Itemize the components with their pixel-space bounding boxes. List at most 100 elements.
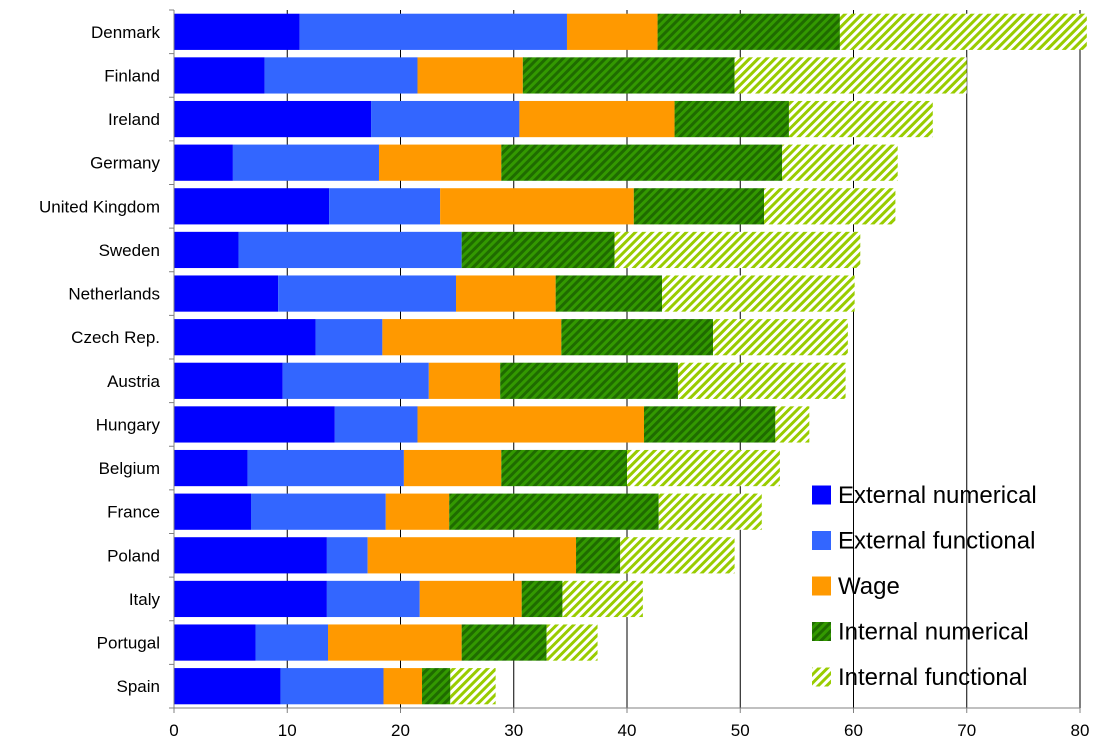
bar-poland-series-4 xyxy=(620,537,735,574)
bar-ireland-series-1 xyxy=(371,100,520,138)
bar-portugal-series-4 xyxy=(546,624,598,661)
bar-netherlands-series-3 xyxy=(555,275,663,312)
bar-hungary-series-2 xyxy=(417,406,644,443)
bar-finland-series-3 xyxy=(522,57,735,94)
bar-netherlands-series-2 xyxy=(455,275,556,312)
bar-sweden-series-4 xyxy=(614,231,861,269)
bar-united-kingdom-series-3 xyxy=(633,188,765,225)
legend-swatch xyxy=(812,576,831,596)
bar-czech-rep--series-0 xyxy=(174,319,316,356)
bar-belgium-series-3 xyxy=(501,449,627,487)
bar-germany-series-1 xyxy=(232,144,379,181)
bar-belgium-series-0 xyxy=(174,449,248,487)
bar-portugal-series-1 xyxy=(255,624,329,661)
y-tick-label: Portugal xyxy=(97,634,160,653)
bar-spain-series-0 xyxy=(174,668,281,705)
y-tick-label: Denmark xyxy=(91,23,160,42)
bar-finland-series-4 xyxy=(734,57,967,94)
bar-denmark-series-4 xyxy=(839,13,1087,50)
bar-hungary-series-4 xyxy=(775,406,810,443)
bar-portugal-series-3 xyxy=(461,624,547,661)
bar-czech-rep--series-4 xyxy=(713,319,848,356)
y-tick-label: Sweden xyxy=(99,241,160,260)
bar-netherlands-series-4 xyxy=(662,275,855,312)
bar-finland-series-1 xyxy=(264,57,418,94)
bar-spain-series-2 xyxy=(383,668,423,705)
bar-hungary-series-1 xyxy=(334,406,418,443)
bar-italy-series-1 xyxy=(326,580,420,618)
bar-ireland-series-3 xyxy=(674,100,789,138)
bar-sweden-series-1 xyxy=(238,231,462,269)
bar-sweden-series-0 xyxy=(174,231,239,269)
legend-label: External numerical xyxy=(838,482,1037,509)
legend-swatch xyxy=(812,622,831,641)
bar-united-kingdom-series-1 xyxy=(329,188,441,225)
x-tick-label: 30 xyxy=(504,721,523,740)
bar-germany-series-3 xyxy=(501,144,783,181)
bar-austria-series-4 xyxy=(677,362,846,399)
bar-poland-series-1 xyxy=(326,537,368,574)
bar-austria-series-3 xyxy=(500,362,678,399)
x-tick-label: 10 xyxy=(278,721,297,740)
legend-label: Wage xyxy=(838,573,900,600)
bar-denmark-series-2 xyxy=(566,13,658,50)
y-tick-label: Austria xyxy=(107,372,160,391)
bar-poland-series-2 xyxy=(367,537,577,574)
bar-hungary-series-3 xyxy=(643,406,776,443)
axes: Denmark Finland Ireland Germany United Kingd… xyxy=(39,9,1090,740)
legend-item: Internal numerical xyxy=(812,619,1029,646)
bar-austria-series-2 xyxy=(428,362,501,399)
x-tick-label: 0 xyxy=(169,721,178,740)
x-tick-label: 80 xyxy=(1071,721,1090,740)
y-tick-label: Netherlands xyxy=(68,285,160,304)
bar-france-series-3 xyxy=(449,493,659,530)
y-tick-label: Czech Rep. xyxy=(71,328,160,347)
bar-denmark-series-0 xyxy=(174,13,300,50)
x-tick-label: 40 xyxy=(618,721,637,740)
bar-denmark-series-1 xyxy=(299,13,567,50)
y-tick-label: United Kingdom xyxy=(39,197,160,216)
bar-germany-series-4 xyxy=(782,144,898,181)
bars xyxy=(174,13,1087,705)
legend: External numerical External functional Wag… xyxy=(812,482,1037,691)
bar-spain-series-4 xyxy=(450,668,496,705)
x-tick-label: 20 xyxy=(391,721,410,740)
legend-item: External functional xyxy=(812,528,1035,555)
bar-france-series-4 xyxy=(658,493,762,530)
bar-france-series-1 xyxy=(251,493,386,530)
bar-france-series-0 xyxy=(174,493,252,530)
bar-hungary-series-0 xyxy=(174,406,335,443)
bar-finland-series-0 xyxy=(174,57,265,94)
legend-swatch xyxy=(812,485,831,505)
x-tick-label: 70 xyxy=(957,721,976,740)
y-tick-label: Italy xyxy=(129,590,161,609)
bar-belgium-series-2 xyxy=(403,449,502,487)
legend-label: External functional xyxy=(838,528,1035,555)
bar-belgium-series-1 xyxy=(247,449,404,487)
bar-spain-series-3 xyxy=(422,668,451,705)
legend-item: External numerical xyxy=(812,482,1037,509)
bar-germany-series-0 xyxy=(174,144,233,181)
bar-sweden-series-3 xyxy=(461,231,615,269)
bar-netherlands-series-1 xyxy=(278,275,456,312)
y-tick-label: Finland xyxy=(104,66,160,85)
bar-netherlands-series-0 xyxy=(174,275,279,312)
bar-united-kingdom-series-4 xyxy=(764,188,896,225)
bar-czech-rep--series-2 xyxy=(382,319,562,356)
bar-portugal-series-0 xyxy=(174,624,256,661)
legend-item: Wage xyxy=(812,573,900,600)
bar-finland-series-2 xyxy=(417,57,523,94)
y-tick-label: Hungary xyxy=(96,415,161,434)
bar-belgium-series-4 xyxy=(627,449,780,487)
bar-poland-series-0 xyxy=(174,537,327,574)
bar-czech-rep--series-1 xyxy=(315,319,383,356)
bar-germany-series-2 xyxy=(378,144,502,181)
legend-swatch xyxy=(812,531,831,550)
legend-item: Internal functional xyxy=(812,664,1027,691)
bar-ireland-series-2 xyxy=(519,100,675,138)
x-tick-label: 60 xyxy=(844,721,863,740)
y-tick-label: Ireland xyxy=(108,110,160,129)
bar-spain-series-1 xyxy=(280,668,384,705)
bar-austria-series-0 xyxy=(174,362,283,399)
